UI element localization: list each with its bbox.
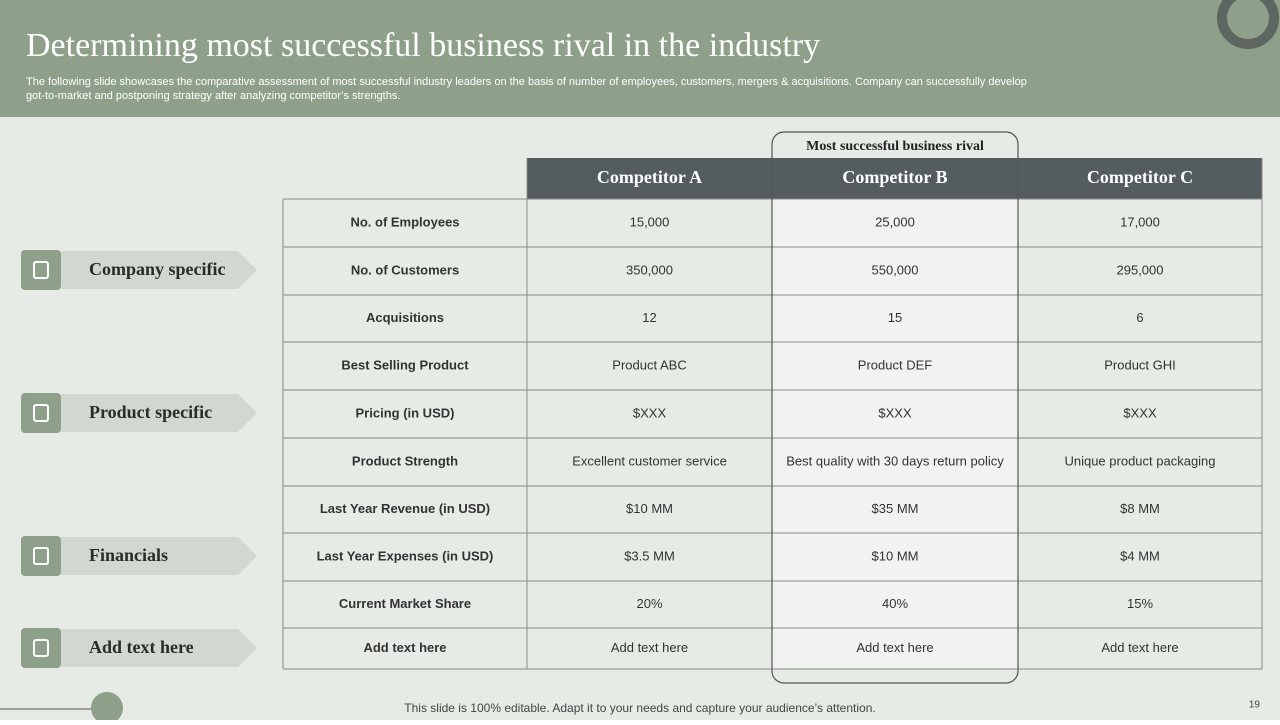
table-cell: $XXX (633, 405, 667, 420)
table-cell: 20% (636, 596, 662, 611)
category-icon-box (21, 536, 61, 576)
table-cell: 15,000 (630, 214, 670, 229)
table-cell: Best quality with 30 days return policy (786, 453, 1004, 468)
header-band (0, 0, 1280, 117)
table-cell: Add text here (856, 640, 933, 655)
row-label: Pricing (in USD) (356, 405, 455, 420)
table-cell: 6 (1136, 310, 1143, 325)
table-cell: Add text here (611, 640, 688, 655)
category-label: Financials (89, 545, 168, 565)
table-cell: Product ABC (612, 357, 686, 372)
category-label: Company specific (89, 259, 226, 279)
table-cell: 350,000 (626, 262, 673, 277)
table-cell: 550,000 (872, 262, 919, 277)
table-cell: 295,000 (1117, 262, 1164, 277)
table-cell: $8 MM (1120, 501, 1160, 516)
table-cell: Product GHI (1104, 357, 1176, 372)
title: Determining most successful business riv… (26, 27, 820, 64)
column-header: Competitor C (1087, 167, 1193, 187)
row-label: Product Strength (352, 453, 458, 468)
table-cell: $35 MM (872, 501, 919, 516)
table-cell: 12 (642, 310, 656, 325)
table-cell: Unique product packaging (1064, 453, 1215, 468)
row-label: Last Year Expenses (in USD) (317, 548, 494, 563)
row-label: Current Market Share (339, 596, 471, 611)
category-icon (33, 547, 49, 565)
column-header: Competitor A (597, 167, 702, 187)
row-label: No. of Customers (351, 262, 459, 277)
table-cell: $3.5 MM (624, 548, 675, 563)
category-arrow (61, 537, 257, 575)
table-cell: 17,000 (1120, 214, 1160, 229)
category-label: Add text here (89, 637, 194, 657)
category-icon (33, 261, 49, 279)
table-cell: Excellent customer service (572, 453, 727, 468)
row-label: Add text here (363, 640, 446, 655)
page-number: 19 (1249, 700, 1261, 711)
row-label: No. of Employees (350, 214, 459, 229)
ring-decoration (1217, 0, 1279, 49)
category-arrow (61, 251, 257, 289)
category-icon (33, 639, 49, 657)
table-cell: 15 (888, 310, 902, 325)
table-cell: $XXX (1123, 405, 1157, 420)
footer-text: This slide is 100% editable. Adapt it to… (404, 701, 875, 715)
table-cell: $XXX (878, 405, 912, 420)
row-label: Acquisitions (366, 310, 444, 325)
category-icon (33, 404, 49, 422)
row-label: Best Selling Product (341, 357, 469, 372)
category-arrow (61, 629, 257, 667)
table-cell: $10 MM (872, 548, 919, 563)
category-icon-box (21, 250, 61, 290)
table-cell: 40% (882, 596, 908, 611)
table-cell: Add text here (1101, 640, 1178, 655)
table-header (527, 158, 1262, 199)
highlight-label: Most successful business rival (806, 139, 984, 154)
category-icon-box (21, 628, 61, 668)
table-cell: $10 MM (626, 501, 673, 516)
table-cell: Product DEF (858, 357, 932, 372)
column-header: Competitor B (842, 167, 947, 187)
category-icon-box (21, 393, 61, 433)
table-cell: $4 MM (1120, 548, 1160, 563)
table-cell: 25,000 (875, 214, 915, 229)
highlight-column (772, 199, 1018, 669)
table-cell: 15% (1127, 596, 1153, 611)
highlight-frame (771, 131, 1019, 684)
footer-circle (91, 692, 123, 724)
category-label: Product specific (89, 402, 212, 422)
row-label: Last Year Revenue (in USD) (320, 501, 490, 516)
subtitle: got-to-market and postponing strategy af… (26, 90, 400, 102)
category-arrow (61, 394, 257, 432)
subtitle: The following slide showcases the compar… (26, 76, 1027, 88)
